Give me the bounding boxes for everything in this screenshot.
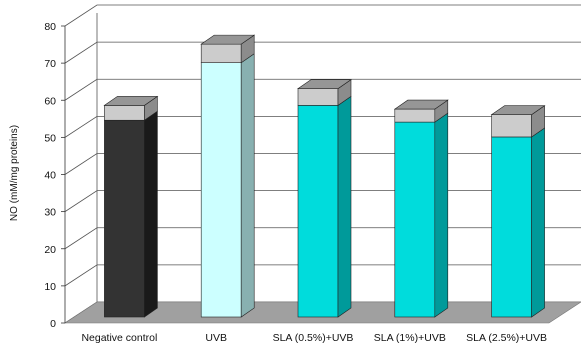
bar-cap-top [103, 96, 159, 106]
bar-group [297, 79, 352, 318]
y-tick-label: 20 [44, 244, 56, 256]
gridline [64, 4, 581, 27]
y-tick-label: 10 [44, 281, 56, 293]
bar-cap-top [200, 34, 256, 45]
y-tick-label: 80 [44, 21, 56, 33]
y-tick-label: 70 [44, 58, 56, 70]
gridline [64, 78, 581, 101]
x-tick-label: UVB [205, 332, 227, 344]
bar-group [393, 99, 449, 318]
bar-side [434, 112, 449, 318]
y-tick-label: 30 [44, 207, 56, 219]
bar-cap [104, 105, 145, 121]
bar-group [490, 105, 546, 318]
y-tick-label: 40 [44, 170, 56, 182]
y-tick-label: 0 [50, 318, 56, 330]
bar-group [103, 95, 159, 318]
x-tick-label: SLA (0.5%)+UVB [273, 332, 354, 344]
gridline [64, 41, 581, 64]
bar-side [144, 110, 158, 318]
bar [104, 119, 145, 318]
bar-cap-top [393, 99, 449, 110]
bar-cap-top [297, 79, 352, 89]
y-axis-title: NO (mM/mg proteins) [9, 125, 20, 221]
x-tick-label: SLA (2.5%)+UVB [466, 332, 547, 344]
bar-cap [491, 114, 532, 138]
bar-cap-top [490, 105, 546, 115]
bar-side [240, 53, 255, 318]
bar [200, 62, 242, 318]
x-axis: Negative control UVB SLA (0.5%)+UVB SLA (1%… [81, 332, 547, 344]
x-tick-label: SLA (1%)+UVB [374, 332, 446, 344]
bars-layer [103, 34, 546, 318]
y-tick-label: 50 [44, 132, 56, 144]
y-axis: 0 10 20 30 40 50 60 70 80 [44, 21, 66, 330]
x-tick-label: Negative control [81, 332, 157, 344]
bar [394, 121, 436, 318]
bar-group [200, 34, 256, 318]
y-tick-label: 60 [44, 95, 56, 107]
bar [297, 105, 339, 318]
bar-cap [394, 108, 436, 123]
bar-side [531, 127, 545, 318]
bar-cap [200, 43, 242, 63]
bar-cap [297, 88, 339, 106]
bar [491, 136, 532, 318]
bar-side [337, 95, 352, 318]
